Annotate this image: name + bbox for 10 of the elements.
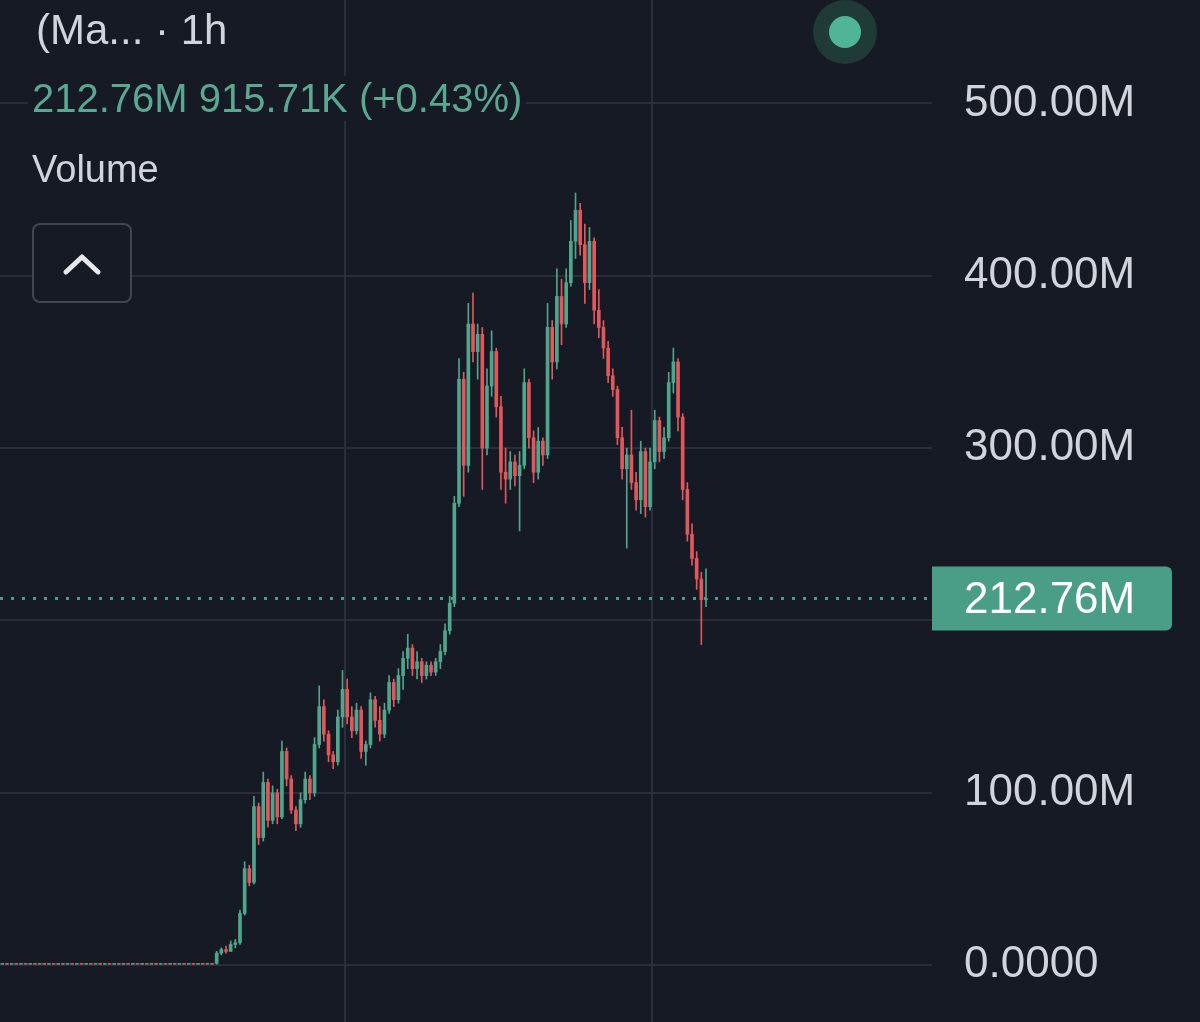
chart-title: (Ma... · 1h — [32, 6, 232, 54]
ref-line-label: 212.76M — [964, 572, 1136, 622]
y-tick-label: 0.0000 — [964, 937, 1099, 987]
candlestick — [624, 447, 629, 549]
y-tick-label: 300.00M — [964, 420, 1136, 470]
annotation: Volume — [28, 148, 163, 191]
y-tick-label: 100.00M — [964, 764, 1136, 814]
annotation: 212.76M 915.71K (+0.43%) — [28, 76, 527, 121]
y-tick-label: 500.00M — [964, 75, 1136, 125]
y-tick-label: 400.00M — [964, 247, 1136, 297]
